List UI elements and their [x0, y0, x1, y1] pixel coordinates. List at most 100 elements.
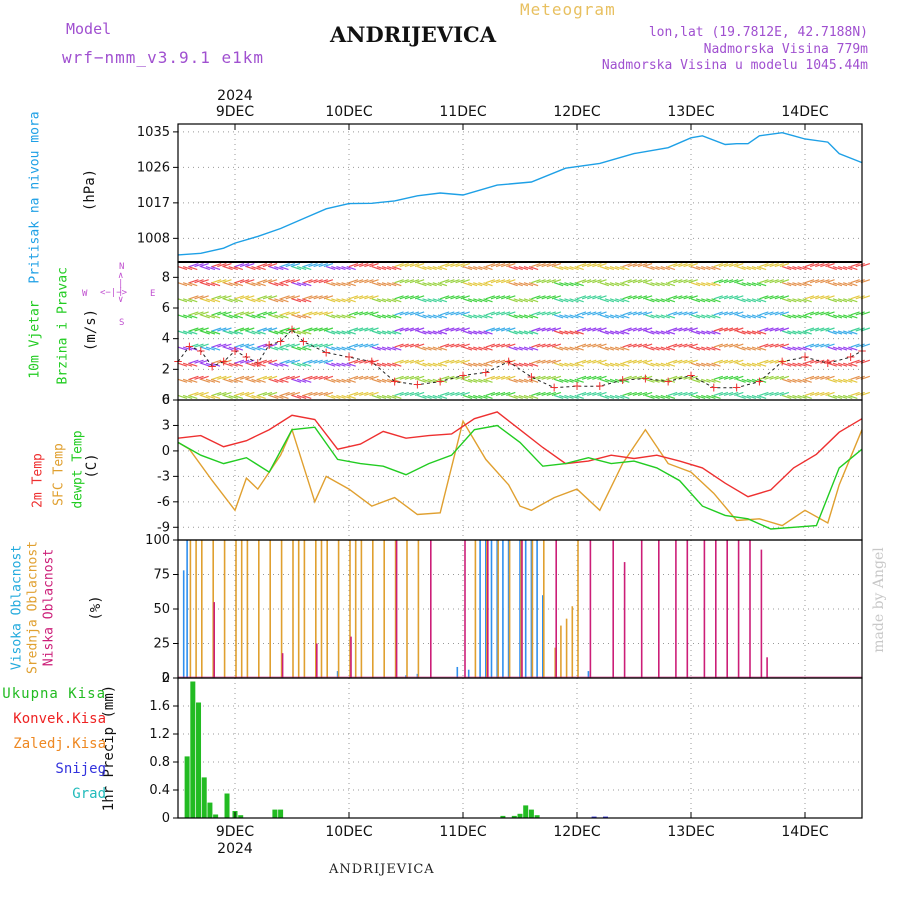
wind-barb [599, 298, 609, 303]
wind-barb [450, 295, 460, 300]
wind-barb [513, 330, 523, 335]
wind-barb [734, 359, 744, 364]
wind-barb [217, 375, 227, 380]
wind-barb [746, 282, 757, 287]
wind-barb [832, 394, 843, 399]
wind-barb [837, 394, 848, 399]
wind-barb [774, 295, 784, 300]
wind-barb [711, 314, 721, 319]
wind-barb [257, 311, 267, 316]
wind-barb [723, 279, 734, 284]
wind-barb [341, 266, 351, 271]
wind-barb [313, 359, 323, 364]
wind-barb [711, 378, 721, 383]
wind-barb [427, 282, 437, 287]
wind-barb [376, 394, 387, 399]
wind-barb [462, 346, 473, 351]
wind-barb [683, 279, 693, 284]
wind-barb [513, 394, 523, 399]
wind-barb [734, 327, 744, 332]
wind-barb [404, 311, 415, 316]
wind-barb [655, 298, 665, 303]
wind-barb [736, 298, 746, 303]
wind-barb [376, 282, 387, 287]
wind-barb [559, 346, 569, 351]
wind-barb [597, 279, 607, 284]
wind-barb [718, 359, 729, 364]
compass-e: E [150, 289, 156, 299]
wind-barb [318, 375, 328, 380]
wind-barb [501, 263, 511, 268]
wind-barb [751, 394, 762, 399]
x-tick-label-bottom: 12DEC [553, 824, 600, 840]
wind-barb [655, 282, 665, 287]
x-tick-label-bottom: 14DEC [781, 824, 828, 840]
precip-total-bar [523, 805, 529, 818]
wind-barb [531, 343, 541, 348]
y-tick-label: 8 [162, 270, 170, 285]
wind-barb [802, 266, 812, 271]
wind-barb [212, 343, 222, 348]
wind-barb [802, 298, 812, 303]
wind-barb [409, 311, 420, 316]
wind-barb [825, 327, 835, 332]
wind-barb [729, 263, 739, 268]
wind-barb [455, 391, 465, 396]
wind-barb [257, 391, 267, 396]
wind-barb [688, 327, 698, 332]
wind-barb [665, 378, 676, 383]
wind-barb [318, 279, 328, 284]
wind-barb [251, 314, 261, 319]
wind-barb [713, 263, 723, 268]
wind-barb [650, 282, 660, 287]
wind-barb [194, 391, 204, 396]
wind-barb [313, 343, 323, 348]
wind-barb [622, 391, 632, 396]
wind-barb [341, 282, 351, 287]
wind-barb [313, 263, 323, 268]
wind-barb [381, 330, 392, 335]
wind-barb [615, 266, 625, 271]
wind-barb [569, 330, 579, 335]
wind-barb [729, 359, 739, 364]
wind-barb [364, 295, 374, 300]
wind-barb [736, 314, 746, 319]
wind-barb [518, 346, 529, 351]
wind-barb [200, 346, 210, 351]
wind-barb [764, 343, 774, 348]
wind-barb [678, 391, 688, 396]
y-tick-label: 100 [145, 533, 170, 548]
y-tick-label: 0 [162, 444, 170, 459]
wind-barb [688, 343, 698, 348]
wind-barb [597, 295, 607, 300]
wind-barb [246, 394, 256, 399]
wind-barb [804, 343, 815, 348]
wind-barb [518, 394, 529, 399]
wind-barb [815, 327, 825, 332]
temp-2m-line [177, 411, 863, 498]
wind-barb [467, 282, 478, 287]
wind-barb [782, 266, 792, 271]
wind-barb [536, 343, 546, 348]
y-tick-label: 4 [162, 332, 170, 347]
wind-barb [569, 266, 579, 271]
wind-barb [376, 266, 387, 271]
wind-barb [376, 362, 387, 367]
wind-barb [701, 282, 711, 287]
wind-barb [642, 295, 653, 300]
wind-barb [848, 330, 858, 335]
wind-barb [690, 346, 701, 351]
wind-barb [587, 375, 597, 380]
wind-barb [787, 330, 797, 335]
wind-barb [825, 343, 835, 348]
wind-barb [223, 362, 233, 367]
wind-barb [756, 314, 767, 319]
wind-barb [637, 279, 648, 284]
wind-barb [569, 282, 579, 287]
wind-barb [597, 327, 607, 332]
wind-barb [326, 282, 336, 287]
wind-barb [695, 298, 706, 303]
wind-barb [792, 266, 802, 271]
wind-barb [246, 346, 256, 351]
wind-barb [797, 362, 807, 367]
